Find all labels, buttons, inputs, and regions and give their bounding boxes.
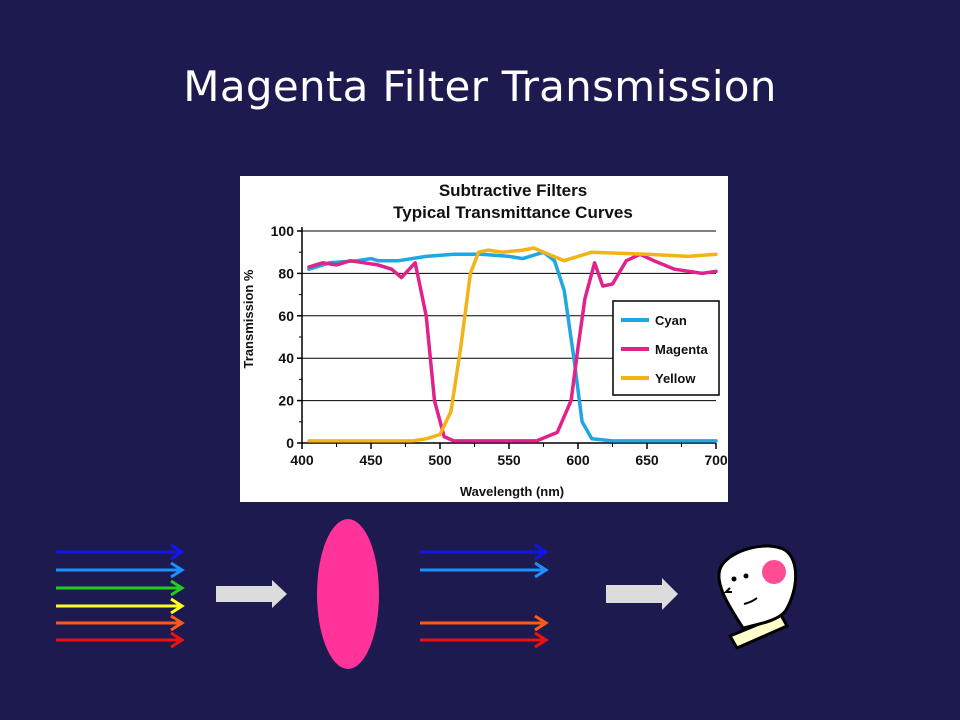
legend-label-magenta: Magenta: [655, 342, 709, 357]
x-tick-label-550: 550: [497, 452, 521, 468]
y-tick-label-80: 80: [278, 265, 294, 281]
output-ray-2: [420, 614, 549, 632]
input-ray-2: [56, 579, 185, 597]
x-axis-label: Wavelength (nm): [460, 484, 564, 499]
chart-svg: Subtractive Filters Typical Transmittanc…: [241, 181, 728, 499]
output-light-rays: [420, 543, 549, 649]
magenta-filter: [317, 519, 379, 669]
input-ray-5: [56, 631, 185, 649]
transmittance-chart: Subtractive Filters Typical Transmittanc…: [240, 176, 728, 502]
y-tick-label-40: 40: [278, 350, 294, 366]
y-tick-label-100: 100: [271, 223, 295, 239]
y-tick-label-60: 60: [278, 308, 294, 324]
output-ray-0: [420, 543, 549, 561]
x-tick-label-650: 650: [635, 452, 659, 468]
arrow-icon-into-filter: [216, 580, 287, 608]
input-ray-4: [56, 614, 185, 632]
x-tick-label-600: 600: [566, 452, 590, 468]
arrow-icon-to-viewer: [606, 578, 678, 610]
series-line-yellow: [307, 246, 718, 443]
light-filter-diagram: [56, 519, 798, 669]
x-tick-label-450: 450: [359, 452, 383, 468]
output-ray-3: [420, 631, 549, 649]
x-tick-label-700: 700: [704, 452, 728, 468]
input-ray-0: [56, 543, 185, 561]
chart-legend: Cyan Magenta Yellow: [612, 300, 720, 396]
slide-title: Magenta Filter Transmission: [183, 62, 777, 111]
series-layer: [307, 246, 718, 443]
legend-label-yellow: Yellow: [655, 371, 696, 386]
axis-layer: 0 20 40 60 80 100 400 450 500 550 600 650 700: [271, 223, 728, 468]
x-tick-label-500: 500: [428, 452, 452, 468]
input-ray-1: [56, 561, 185, 579]
viewer-face-icon: [717, 544, 798, 650]
series-line-magenta: [307, 252, 718, 443]
y-tick-label-20: 20: [278, 393, 294, 409]
x-tick-label-400: 400: [290, 452, 314, 468]
input-light-rays: [56, 543, 185, 649]
output-ray-1: [420, 561, 549, 579]
series-line-cyan: [307, 250, 718, 443]
y-tick-label-0: 0: [286, 435, 294, 451]
chart-subtitle: Typical Transmittance Curves: [393, 203, 633, 222]
chart-title: Subtractive Filters: [439, 181, 587, 200]
legend-label-cyan: Cyan: [655, 313, 687, 328]
y-axis-label: Transmission %: [241, 269, 256, 368]
input-ray-3: [56, 597, 185, 615]
